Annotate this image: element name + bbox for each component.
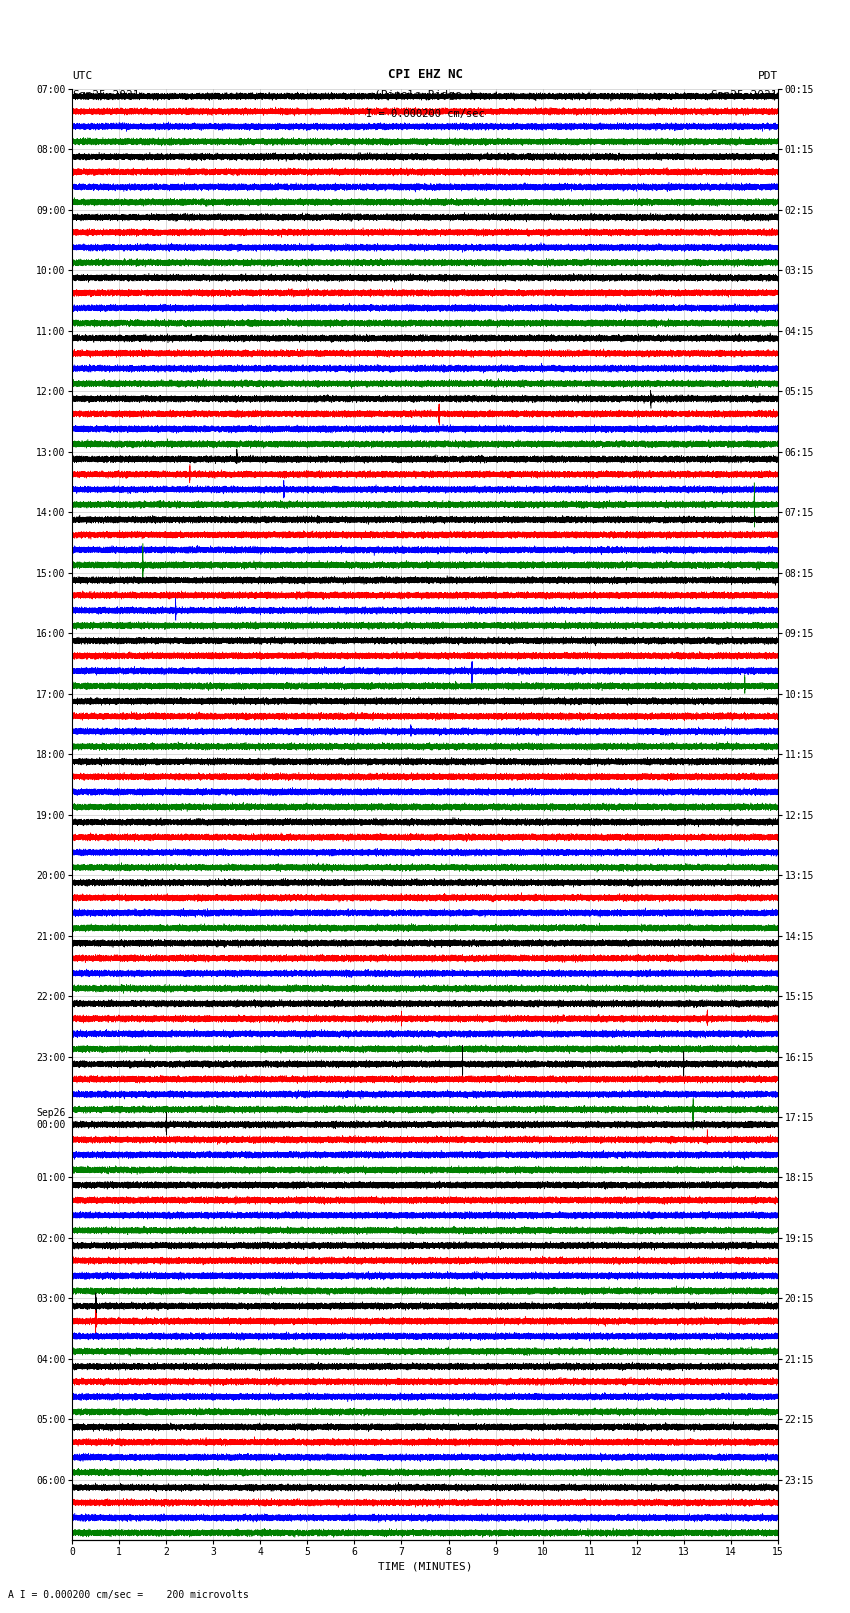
Text: I = 0.000200 cm/sec: I = 0.000200 cm/sec [366, 110, 484, 119]
Text: UTC: UTC [72, 71, 93, 81]
Text: Sep25,2021: Sep25,2021 [711, 90, 778, 100]
Text: (Pinole Ridge ): (Pinole Ridge ) [374, 90, 476, 100]
Text: CPI EHZ NC: CPI EHZ NC [388, 68, 462, 81]
Text: Sep25,2021: Sep25,2021 [72, 90, 139, 100]
X-axis label: TIME (MINUTES): TIME (MINUTES) [377, 1561, 473, 1571]
Text: A I = 0.000200 cm/sec =    200 microvolts: A I = 0.000200 cm/sec = 200 microvolts [8, 1590, 249, 1600]
Text: PDT: PDT [757, 71, 778, 81]
